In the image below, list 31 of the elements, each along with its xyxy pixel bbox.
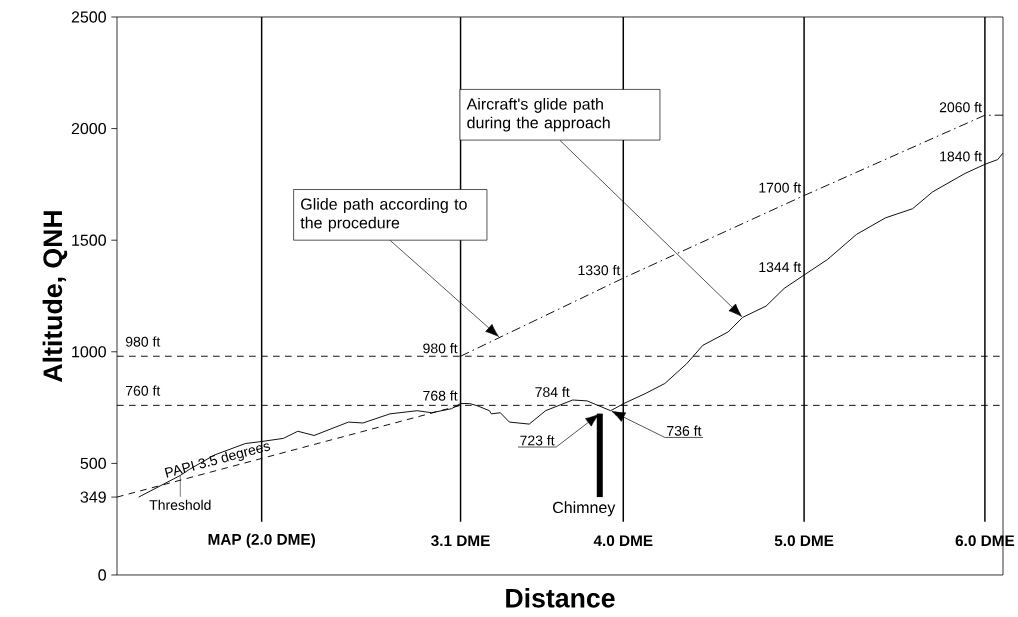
x-axis-title: Distance — [506, 588, 615, 608]
annotation: Threshold — [149, 499, 211, 510]
data-label: 1344 ft — [759, 261, 802, 273]
annotation: 736 ft — [667, 425, 702, 436]
data-label: 784 ft — [535, 386, 570, 398]
annotation: Aircraft's glide path during the approach — [466, 97, 610, 132]
data-label: 1840 ft — [940, 151, 982, 162]
data-label: 2060 ft — [939, 102, 982, 113]
data-label: 1330 ft — [578, 264, 621, 276]
y-tick-label: 500 — [80, 457, 106, 470]
text: PAPI 3.5 degrees — [164, 443, 271, 478]
ref-line-label: 980 ft — [125, 336, 161, 347]
y-tick-label: 2500 — [71, 11, 106, 23]
series-label: Chimney — [553, 501, 616, 517]
y-tick-label: 1000 — [72, 346, 106, 358]
y-tick-label: 2000 — [71, 122, 106, 135]
data-label: 1700 ft — [759, 182, 802, 193]
x-tick-label: 5.0 DME — [774, 535, 834, 547]
x-tick-label: 6.0 DME — [955, 535, 1015, 547]
x-tick-label: 3.1 DME — [431, 535, 490, 547]
x-tick-label: 4.0 DME — [593, 535, 653, 547]
y-axis-title: Altitude, QNH — [42, 211, 68, 382]
annotation: Glide path according to the procedure — [300, 198, 467, 232]
x-tick-label: MAP (2.0 DME) — [208, 533, 315, 548]
data-label: 980 ft — [423, 343, 458, 354]
y-tick-label: 1500 — [72, 234, 106, 246]
y-tick-label: 349 — [80, 491, 106, 503]
annotation: 723 ft — [520, 435, 555, 446]
y-tick-label: 0 — [98, 569, 106, 581]
data-label: 768 ft — [423, 390, 458, 401]
ref-line-label: 760 ft — [125, 385, 161, 396]
